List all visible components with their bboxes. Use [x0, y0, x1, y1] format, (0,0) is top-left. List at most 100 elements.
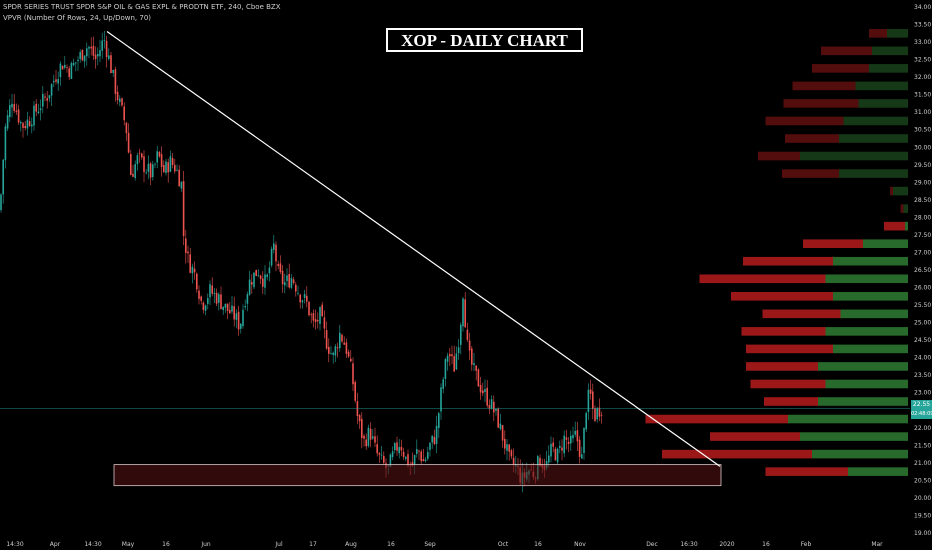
volume-profile-up-bar [905, 221, 908, 231]
candle-body [314, 319, 317, 322]
y-tick-label: 25.50 [914, 302, 931, 309]
candle-body [193, 268, 196, 273]
price-axis[interactable]: 19.0019.5020.0020.5021.0021.5022.0022.50… [914, 4, 931, 537]
candle-body [539, 457, 541, 467]
candle-body [488, 405, 491, 409]
y-tick-label: 31.50 [914, 92, 931, 99]
volume-profile-down-bar [765, 116, 844, 126]
volume-profile-up-bar [825, 379, 908, 389]
candle-body [68, 68, 70, 78]
volume-profile-down-bar [900, 204, 904, 213]
candle-body [44, 96, 46, 98]
candle-body [321, 304, 323, 317]
candle-body [182, 181, 185, 236]
volume-profile-down-bar [699, 274, 826, 284]
candle-body [141, 153, 143, 158]
candle-body [391, 451, 394, 458]
candle-body [572, 434, 574, 439]
candle-body [248, 279, 251, 295]
candle-body [312, 313, 315, 321]
candle-body [466, 329, 469, 340]
candle-body [77, 59, 79, 62]
candle-body [407, 454, 409, 466]
y-tick-label: 27.00 [914, 249, 931, 256]
candle-body [259, 275, 262, 279]
candle-body [378, 453, 381, 455]
candle-body [15, 110, 18, 112]
candle-body [567, 441, 570, 444]
candle-body [196, 273, 198, 290]
candle-body [20, 122, 22, 124]
candle-body [222, 306, 224, 311]
candle-body [418, 450, 420, 452]
volume-profile-up-bar [812, 449, 908, 459]
candle-body [149, 163, 152, 178]
candle-body [48, 95, 51, 99]
candle-body [200, 296, 202, 301]
x-tick-label: 16:30 [680, 541, 697, 548]
candle-body [277, 264, 279, 266]
volume-profile-down-bar [812, 64, 869, 73]
y-tick-label: 31.00 [914, 109, 931, 116]
candle-body [123, 106, 125, 121]
volume-profile-up-bar [858, 99, 908, 108]
candle-body [191, 266, 194, 274]
candle-body [112, 70, 114, 73]
candle-body [134, 164, 136, 179]
volume-profile-up-bar [903, 204, 908, 213]
y-tick-label: 20.50 [914, 477, 931, 484]
candle-body [281, 270, 284, 285]
candle-body [402, 451, 405, 457]
volume-profile-up-bar [825, 327, 908, 336]
y-tick-label: 19.50 [914, 512, 931, 519]
candle-body [341, 334, 343, 342]
candle-body [9, 105, 11, 118]
candle-body [275, 244, 277, 262]
candle-body [286, 275, 288, 281]
candle-body [66, 67, 68, 69]
candle-body [574, 430, 576, 435]
candle-body [114, 69, 117, 94]
current-price-badge: 22.55 [911, 400, 932, 410]
candle-body [336, 347, 339, 349]
candle-body [28, 121, 31, 126]
time-axis[interactable]: 14:30 Apr 14:30 May 16 Jun Jul 17 Aug 16 Sep Oct 16 N… [6, 541, 883, 548]
y-tick-label: 27.50 [914, 232, 931, 239]
candle-body [420, 451, 422, 462]
candle-body [468, 340, 471, 351]
candle-body [486, 387, 488, 406]
y-tick-label: 29.50 [914, 162, 931, 169]
volume-profile-up-bar [893, 186, 908, 196]
support-zone [113, 464, 722, 487]
volume-profile-up-bar [839, 169, 908, 178]
x-tick-label: Mar [871, 541, 883, 548]
volume-profile-up-bar [800, 151, 908, 161]
volume-profile-up-bar [872, 46, 908, 56]
candle-body [596, 408, 598, 420]
candle-body [187, 251, 189, 254]
candle-body [127, 132, 130, 153]
candle-body [4, 126, 7, 161]
volume-profile-down-bar [803, 239, 863, 248]
candle-body [457, 347, 460, 354]
candle-body [484, 389, 486, 392]
candle-body [171, 158, 174, 165]
x-tick-label: May [122, 541, 135, 548]
candle-body [26, 119, 29, 129]
candle-body [328, 346, 330, 354]
candle-body [405, 456, 407, 459]
candle-body [446, 355, 449, 362]
candle-body [86, 48, 88, 57]
candle-body [207, 298, 209, 304]
candle-body [154, 163, 156, 165]
candle-body [358, 415, 361, 422]
candle-body [548, 455, 550, 463]
candle-body [433, 436, 436, 444]
x-tick-label: Feb [801, 541, 812, 548]
candle-body [90, 46, 92, 49]
candle-body [440, 387, 442, 412]
candle-body [0, 194, 2, 211]
candle-body [475, 365, 477, 371]
y-tick-label: 30.00 [914, 144, 931, 151]
